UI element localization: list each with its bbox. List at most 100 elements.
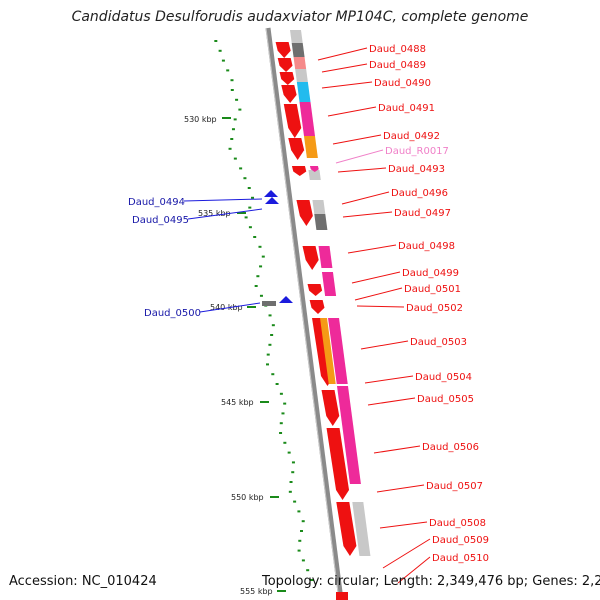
- gene-arrow-red: [302, 246, 319, 270]
- gc-dot: [258, 245, 262, 248]
- gc-dot: [291, 461, 295, 464]
- gc-dot: [270, 334, 274, 336]
- gene-block-orange: [320, 318, 336, 384]
- gc-content-track: [214, 40, 314, 581]
- gene-arrow-red: [321, 390, 340, 426]
- gene-block: [291, 43, 305, 57]
- label-leader-line: [356, 305, 405, 308]
- gc-dot: [214, 40, 218, 42]
- scale-tick: [237, 212, 246, 214]
- gc-dot: [287, 451, 291, 454]
- gc-dot: [297, 549, 301, 552]
- topology-text: Topology: circular; Length: 2,349,476 bp…: [262, 574, 600, 589]
- label-leader-line: [183, 198, 263, 202]
- gc-dot: [228, 147, 232, 150]
- gene-arrow-red: [288, 138, 305, 160]
- gene-block: [328, 318, 348, 384]
- backbone-highlight: [265, 27, 340, 600]
- label-leader-line: [335, 149, 384, 164]
- gc-dot: [266, 363, 270, 366]
- gene-label: Daud_0498: [398, 241, 455, 252]
- label-leader-line: [341, 191, 390, 205]
- genome-title: Candidatus Desulforudis audaxviator MP10…: [71, 9, 529, 25]
- gc-dot: [275, 383, 279, 385]
- gc-dot: [254, 285, 258, 287]
- gene-label: Daud_0491: [378, 103, 435, 114]
- gene-label: Daud_0510: [432, 553, 489, 564]
- scale-tick: [277, 590, 286, 592]
- scale-label: 555 kbp: [240, 587, 273, 596]
- gene-arrow-red: [283, 104, 302, 138]
- gene-arrow-red: [277, 58, 293, 72]
- gene-block: [295, 69, 308, 82]
- gc-dot: [288, 490, 292, 493]
- gc-dot: [221, 59, 225, 62]
- gc-dot: [261, 255, 265, 258]
- gc-dot: [239, 167, 243, 170]
- gene-label: Daud_0504: [415, 372, 472, 383]
- gene-block: [312, 200, 326, 214]
- label-leader-line: [397, 556, 431, 584]
- gene-features: [262, 30, 371, 600]
- gene-label: Daud_0493: [388, 164, 445, 175]
- gene-block: [308, 170, 321, 180]
- gene-block-gray: [262, 301, 276, 306]
- gc-dot: [271, 324, 275, 327]
- backbone-line: [265, 27, 344, 600]
- gene-arrow-red: [291, 166, 307, 176]
- gc-dot: [231, 128, 235, 131]
- label-leader-line: [382, 538, 431, 569]
- label-leader-line: [373, 445, 421, 454]
- gc-dot: [291, 471, 295, 474]
- scale-label: 535 kbp: [198, 209, 231, 218]
- label-leader-line: [321, 63, 368, 73]
- gc-dot: [306, 569, 310, 572]
- gc-dot: [279, 422, 283, 425]
- scale-label: 550 kbp: [231, 493, 264, 502]
- gene-label: Daud_0500: [144, 308, 201, 319]
- gc-dot: [253, 236, 257, 238]
- scale-tick: [222, 117, 231, 119]
- gene-arrow-red: [307, 284, 323, 296]
- label-leader-line: [327, 106, 377, 117]
- label-leader-line: [376, 484, 425, 493]
- gc-dot: [259, 294, 263, 297]
- gene-block: [303, 136, 318, 158]
- gene-label: Daud_0489: [369, 60, 426, 71]
- scale-label: 540 kbp: [210, 303, 243, 312]
- gene-block: [293, 57, 307, 69]
- gc-dot: [230, 79, 234, 82]
- gene-labels-left: Daud_0494 Daud_0495 Daud_0500: [128, 197, 263, 319]
- label-leader-line: [364, 375, 414, 384]
- gene-arrow-red: [281, 85, 297, 103]
- gc-dot: [233, 118, 237, 121]
- gc-dot: [271, 373, 275, 376]
- label-leader-line: [321, 81, 373, 89]
- label-leader-line: [351, 271, 401, 284]
- gene-arrow-red: [309, 300, 325, 314]
- gene-block: [336, 386, 361, 484]
- gene-label: Daud_0508: [429, 518, 486, 529]
- label-leader-line: [199, 302, 261, 313]
- gc-dot: [266, 353, 270, 356]
- gene-block: [314, 214, 328, 230]
- gene-label: Daud_0503: [410, 337, 467, 348]
- scale-labels: 530 kbp 535 kbp 540 kbp 545 kbp 550 kbp 555 k…: [184, 115, 286, 596]
- gene-arrow-red: [275, 42, 291, 58]
- gene-block: [290, 30, 303, 43]
- gc-dot: [244, 216, 248, 219]
- gene-arrow-blue: [265, 197, 279, 204]
- gc-dot: [283, 441, 287, 444]
- label-leader-line: [379, 521, 428, 529]
- gc-dot: [238, 108, 242, 111]
- genome-backbone: [265, 27, 344, 600]
- gc-dot: [235, 98, 239, 101]
- gc-dot: [283, 402, 287, 405]
- gene-label: Daud_0492: [383, 131, 440, 142]
- label-leader-line: [332, 134, 382, 145]
- gene-arrow-red: [296, 200, 313, 226]
- label-leader-line: [337, 167, 387, 173]
- gene-label: Daud_R0017: [385, 146, 449, 157]
- gc-dot: [248, 226, 252, 229]
